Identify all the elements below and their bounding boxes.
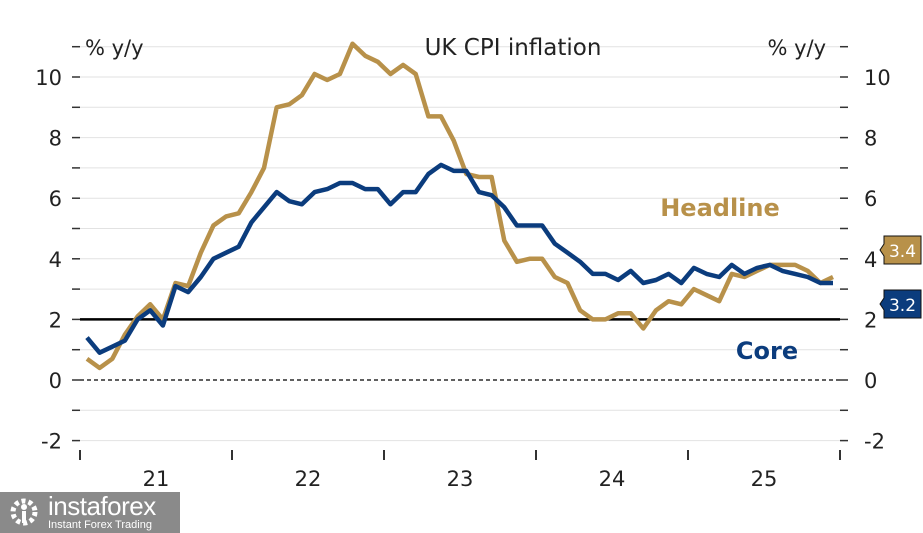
x-tick-label: 21	[143, 467, 170, 491]
x-tick-label: 23	[447, 467, 474, 491]
series-line-core	[85, 162, 833, 355]
legend-headline: Headline	[660, 194, 780, 222]
end-label-box-headline	[879, 235, 922, 265]
y-tick-label-left: 4	[49, 248, 62, 272]
y-tick-label-left: 6	[49, 187, 62, 211]
y-tick-label-right: 0	[864, 369, 877, 393]
end-label-box-core	[879, 289, 922, 319]
x-tick-label: 25	[751, 467, 778, 491]
y-tick-label-left: -2	[41, 430, 62, 454]
legend-core: Core	[736, 337, 798, 365]
y-tick-label-left: 10	[35, 66, 62, 90]
x-tick-label: 24	[599, 467, 626, 491]
logo-name: instaforex	[48, 491, 156, 521]
chart-title: UK CPI inflation	[425, 35, 602, 61]
y-axis-label-left: % y/y	[85, 36, 144, 60]
y-tick-label-left: 8	[49, 127, 62, 151]
y-tick-label-right: -2	[864, 430, 885, 454]
gear-logo-icon	[10, 498, 38, 526]
y-tick-label-right: 6	[864, 187, 877, 211]
y-axis-label-right: % y/y	[767, 36, 826, 60]
y-tick-label-left: 2	[49, 308, 62, 332]
y-tick-label-right: 8	[864, 127, 877, 151]
y-tick-label-left: 0	[49, 369, 62, 393]
series-line-headline	[85, 41, 834, 371]
instaforex-logo: instaforex Instant Forex Trading	[0, 492, 180, 533]
y-tick-label-right: 2	[864, 308, 877, 332]
logo-tagline: Instant Forex Trading	[48, 519, 152, 531]
end-label-core: 3.2	[889, 296, 916, 316]
x-tick-label: 22	[295, 467, 322, 491]
y-tick-label-right: 4	[864, 248, 877, 272]
end-label-headline: 3.4	[889, 242, 916, 262]
y-tick-label-right: 10	[864, 66, 891, 90]
